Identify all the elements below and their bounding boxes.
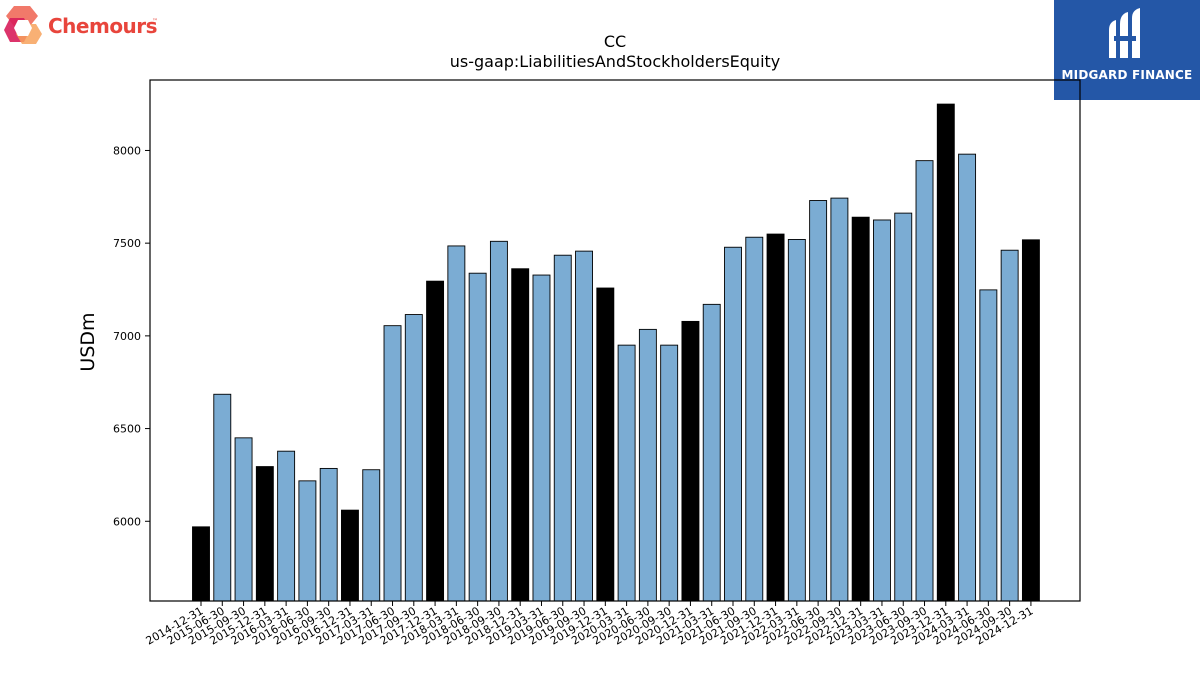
y-axis-label: USDm [77,312,99,371]
bar-2019-09-30 [575,250,593,602]
midgard-wordmark: MIDGARD FINANCE [1061,68,1193,82]
y-tick-label: 8000 [113,144,141,157]
y-tick-label: 6500 [113,423,141,436]
midgard-m-icon [1109,8,1140,58]
bar-2017-09-30 [404,314,423,602]
bar-2016-12-31 [341,509,359,602]
bar-2018-09-30 [489,240,508,602]
y-tick-label: 7500 [113,237,141,250]
bar-2014-12-31 [192,526,210,602]
bar-2016-06-30 [298,480,317,602]
bar-2021-09-30 [745,236,764,602]
bar-2024-12-31 [1021,239,1040,602]
bar-2016-03-31 [277,450,296,602]
bar-2023-06-30 [894,212,913,602]
bar-2017-06-30 [383,325,402,602]
bar-2023-12-31 [936,103,955,602]
bar-2015-12-31 [255,466,274,602]
bar-2024-09-30 [1000,249,1019,602]
x-axis: 2014-12-312015-06-302015-09-302015-12-31… [144,601,1035,648]
chart-subtitle: us-gaap:LiabilitiesAndStockholdersEquity [449,52,781,71]
bar-2019-12-31 [596,287,615,602]
midgard-finance-logo: MIDGARD FINANCE [1054,0,1200,100]
bar-2020-06-30 [638,328,657,602]
plot-frame [149,79,1081,602]
bar-2018-12-31 [511,268,530,602]
chemours-wordmark: Chemours [48,14,158,38]
bar-2021-12-31 [766,233,785,602]
bar-2021-06-30 [724,246,742,602]
bar-2015-06-30 [213,393,232,602]
bar-2017-12-31 [426,280,445,602]
bar-2020-03-31 [617,344,636,602]
y-tick-label: 6000 [113,515,141,528]
chemours-hexagon-icon [4,6,42,44]
bar-2022-12-31 [851,216,870,602]
bar-2020-09-30 [660,344,679,602]
bar-2020-12-31 [681,320,700,602]
bar-2022-09-30 [830,197,849,602]
trademark-mark: ™ [152,18,158,25]
bar-2019-03-31 [532,274,551,602]
bar-2022-03-31 [787,238,806,602]
bar-2015-09-30 [234,437,253,602]
bar-2016-09-30 [319,467,338,602]
bar-2023-03-31 [873,219,891,602]
bar-2018-06-30 [468,272,487,602]
bar-2024-03-31 [958,153,977,602]
chemours-logo: Chemours ™ [4,4,164,50]
y-tick-label: 7000 [113,330,141,343]
y-axis: 6000 6500 7000 7500 8000 [113,144,150,528]
bar-2023-09-30 [915,160,934,602]
bar-2021-03-31 [702,303,721,602]
bar-2019-06-30 [553,254,572,602]
bars-group [192,103,1040,602]
bar-2024-06-30 [979,289,998,602]
bar-2022-06-30 [809,200,828,602]
bar-2017-03-31 [362,469,381,602]
chart-title: CC [603,32,627,51]
bar-2018-03-31 [447,245,466,602]
